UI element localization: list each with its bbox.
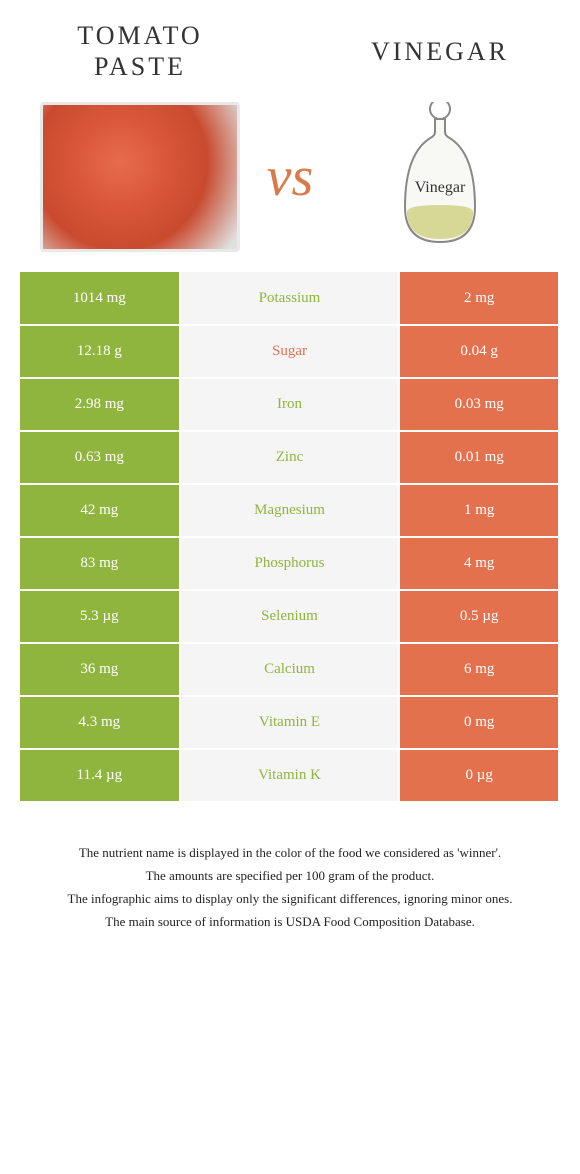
- right-value: 2 mg: [399, 272, 559, 325]
- left-value: 5.3 µg: [20, 590, 180, 643]
- footer-line: The main source of information is USDA F…: [50, 912, 530, 933]
- nutrient-label: Vitamin K: [180, 749, 400, 802]
- right-value: 0.04 g: [399, 325, 559, 378]
- left-value: 12.18 g: [20, 325, 180, 378]
- table-row: 42 mgMagnesium1 mg: [20, 484, 559, 537]
- table-row: 36 mgCalcium6 mg: [20, 643, 559, 696]
- nutrient-label: Phosphorus: [180, 537, 400, 590]
- left-value: 1014 mg: [20, 272, 180, 325]
- nutrient-label: Calcium: [180, 643, 400, 696]
- left-value: 83 mg: [20, 537, 180, 590]
- footer-line: The amounts are specified per 100 gram o…: [50, 866, 530, 887]
- footer-line: The infographic aims to display only the…: [50, 889, 530, 910]
- table-row: 12.18 gSugar0.04 g: [20, 325, 559, 378]
- table-row: 1014 mgPotassium2 mg: [20, 272, 559, 325]
- nutrient-label: Iron: [180, 378, 400, 431]
- nutrient-label: Vitamin E: [180, 696, 400, 749]
- nutrient-label: Selenium: [180, 590, 400, 643]
- nutrient-label: Zinc: [180, 431, 400, 484]
- left-value: 11.4 µg: [20, 749, 180, 802]
- vinegar-image: Vinegar: [340, 102, 540, 252]
- left-value: 36 mg: [20, 643, 180, 696]
- right-value: 6 mg: [399, 643, 559, 696]
- footer-line: The nutrient name is displayed in the co…: [50, 843, 530, 864]
- tomato-paste-image: [40, 102, 240, 252]
- vinegar-bottle-label: Vinegar: [415, 179, 466, 196]
- comparison-table: 1014 mgPotassium2 mg12.18 gSugar0.04 g2.…: [20, 272, 560, 803]
- nutrient-label: Sugar: [180, 325, 400, 378]
- right-value: 1 mg: [399, 484, 559, 537]
- header: Tomato Paste Vinegar: [0, 0, 580, 92]
- left-value: 42 mg: [20, 484, 180, 537]
- table-row: 5.3 µgSelenium0.5 µg: [20, 590, 559, 643]
- left-value: 2.98 mg: [20, 378, 180, 431]
- table-row: 0.63 mgZinc0.01 mg: [20, 431, 559, 484]
- right-value: 0 µg: [399, 749, 559, 802]
- footer-notes: The nutrient name is displayed in the co…: [0, 803, 580, 932]
- title-left: Tomato Paste: [50, 20, 230, 82]
- right-value: 0.5 µg: [399, 590, 559, 643]
- title-right: Vinegar: [350, 36, 530, 67]
- right-value: 0 mg: [399, 696, 559, 749]
- table-row: 4.3 mgVitamin E0 mg: [20, 696, 559, 749]
- nutrient-label: Magnesium: [180, 484, 400, 537]
- right-value: 4 mg: [399, 537, 559, 590]
- nutrient-label: Potassium: [180, 272, 400, 325]
- table-row: 11.4 µgVitamin K0 µg: [20, 749, 559, 802]
- right-value: 0.01 mg: [399, 431, 559, 484]
- table-row: 2.98 mgIron0.03 mg: [20, 378, 559, 431]
- hero-row: vs Vinegar: [0, 92, 580, 272]
- left-value: 0.63 mg: [20, 431, 180, 484]
- left-value: 4.3 mg: [20, 696, 180, 749]
- vs-label: vs: [267, 145, 314, 209]
- right-value: 0.03 mg: [399, 378, 559, 431]
- table-row: 83 mgPhosphorus4 mg: [20, 537, 559, 590]
